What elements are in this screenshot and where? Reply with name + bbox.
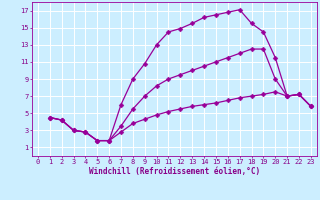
- X-axis label: Windchill (Refroidissement éolien,°C): Windchill (Refroidissement éolien,°C): [89, 167, 260, 176]
